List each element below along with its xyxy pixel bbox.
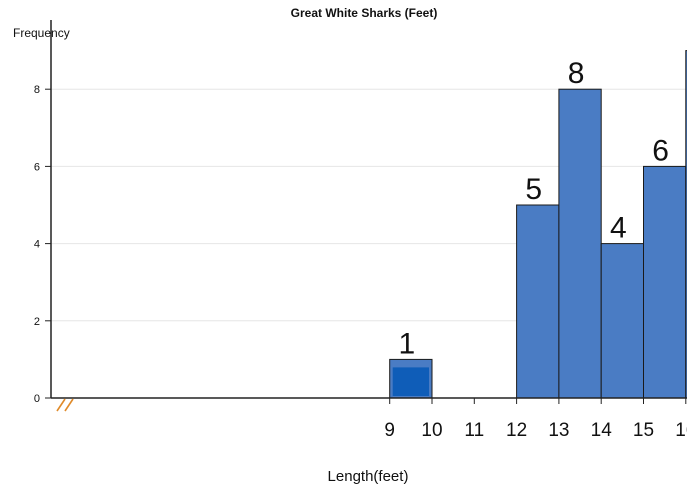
- x-tick-label: 11: [464, 420, 484, 441]
- x-tick-label: 9: [384, 420, 395, 441]
- x-tick-label: 15: [633, 420, 654, 441]
- chart-title: Great White Sharks (Feet): [291, 6, 438, 20]
- x-tick-label: 14: [591, 420, 613, 441]
- bar-value-label: 8: [568, 57, 585, 90]
- y-tick-label: 6: [34, 161, 40, 173]
- y-tick-label: 4: [34, 239, 40, 251]
- x-tick-label: 16: [675, 420, 687, 441]
- labels: 0246815846935219101112131415161718192021…: [34, 57, 687, 441]
- axes: [45, 20, 687, 412]
- bar-value-label: 4: [610, 212, 627, 245]
- histogram-bar: [516, 204, 560, 399]
- selected-bar-highlight: [392, 367, 429, 396]
- y-tick-label: 2: [34, 316, 40, 328]
- histogram-bar: [558, 88, 602, 399]
- y-tick-label: 8: [34, 84, 40, 96]
- histogram-bar: [685, 50, 687, 399]
- x-tick-label: 10: [421, 420, 442, 441]
- bar-value-label: 6: [652, 134, 669, 167]
- x-tick-label: 13: [548, 420, 569, 441]
- axis-break-mark: [56, 398, 74, 412]
- bars: [389, 50, 687, 399]
- y-tick-label: 0: [34, 393, 40, 405]
- histogram-bar: [643, 165, 687, 399]
- bar-value-label: 1: [399, 327, 416, 360]
- bar-value-label: 5: [525, 173, 542, 206]
- histogram-bar: [600, 243, 645, 399]
- x-axis-label: Length(feet): [328, 468, 409, 485]
- y-axis-label: Frequency: [13, 26, 70, 40]
- x-tick-label: 12: [506, 420, 527, 441]
